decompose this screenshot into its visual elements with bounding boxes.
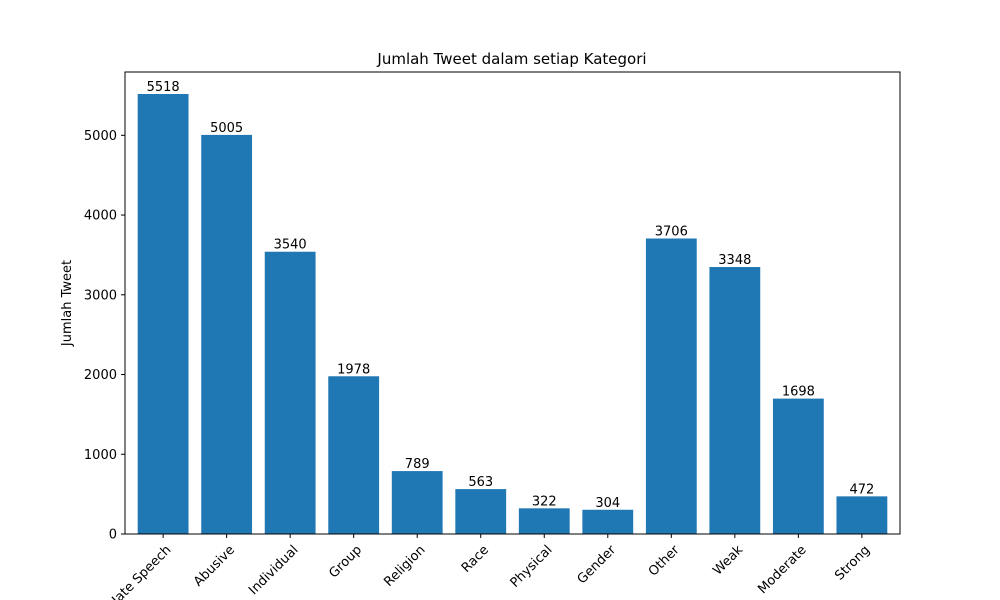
bar-individual (264, 251, 316, 534)
y-tick-label: 1000 (84, 448, 117, 463)
x-tick-label: Hate Speech (105, 543, 174, 600)
bar-physical (518, 508, 570, 534)
bar-value-label: 3706 (655, 224, 688, 239)
y-tick-label: 5000 (84, 129, 117, 144)
bar-value-label: 1698 (782, 385, 815, 400)
bar-value-label: 5518 (147, 80, 180, 95)
bar-race (455, 489, 507, 534)
bar-moderate (772, 398, 824, 534)
plot-frame (124, 71, 901, 535)
x-tick-label: Religion (381, 543, 428, 590)
x-tick-label: Physical (508, 543, 556, 591)
bar-group (328, 376, 380, 534)
bar-value-label: 1978 (337, 362, 370, 377)
y-axis-ticks: 0 1000 2000 3000 4000 5000 (84, 129, 125, 543)
y-tick-label: 4000 (84, 209, 117, 224)
x-tick-label: Other (646, 542, 683, 579)
bar-value-label: 304 (595, 496, 620, 511)
bar-value-label: 322 (532, 494, 557, 509)
chart-title: Jumlah Tweet dalam setiap Kategori (376, 50, 646, 68)
bar-religion (391, 471, 443, 534)
x-tick-label: Abusive (191, 543, 238, 590)
bar-value-label: 5005 (210, 121, 243, 136)
x-tick-label: Weak (710, 542, 746, 578)
x-tick-label: Moderate (755, 543, 809, 597)
bar-gender (582, 509, 634, 534)
x-tick-label: Gender (575, 542, 620, 587)
x-axis-ticks: Hate Speech Abusive Individual Group Religio… (105, 534, 873, 600)
bar-abusive (201, 134, 253, 534)
bar-strong (836, 496, 888, 534)
x-tick-label: Strong (832, 543, 873, 584)
y-tick-label: 3000 (84, 288, 117, 303)
bar-hate-speech (137, 94, 189, 534)
bar-value-label: 3540 (274, 238, 307, 253)
bars-group (137, 94, 888, 534)
bar-value-label: 789 (405, 457, 430, 472)
bar-value-label: 563 (468, 475, 493, 490)
y-tick-label: 2000 (84, 368, 117, 383)
x-tick-label: Race (459, 543, 492, 576)
bar-value-label: 472 (849, 482, 874, 497)
x-tick-label: Individual (246, 543, 301, 598)
bar-value-label: 3348 (718, 253, 751, 268)
bar-labels-group: 5518 5005 3540 1978 789 563 322 304 3706 3348 1698… (147, 80, 875, 511)
y-tick-label: 0 (109, 528, 117, 543)
bar-weak (709, 267, 761, 534)
bar-other (645, 238, 697, 534)
x-tick-label: Group (326, 543, 365, 582)
y-axis-label: Jumlah Tweet (60, 260, 75, 347)
